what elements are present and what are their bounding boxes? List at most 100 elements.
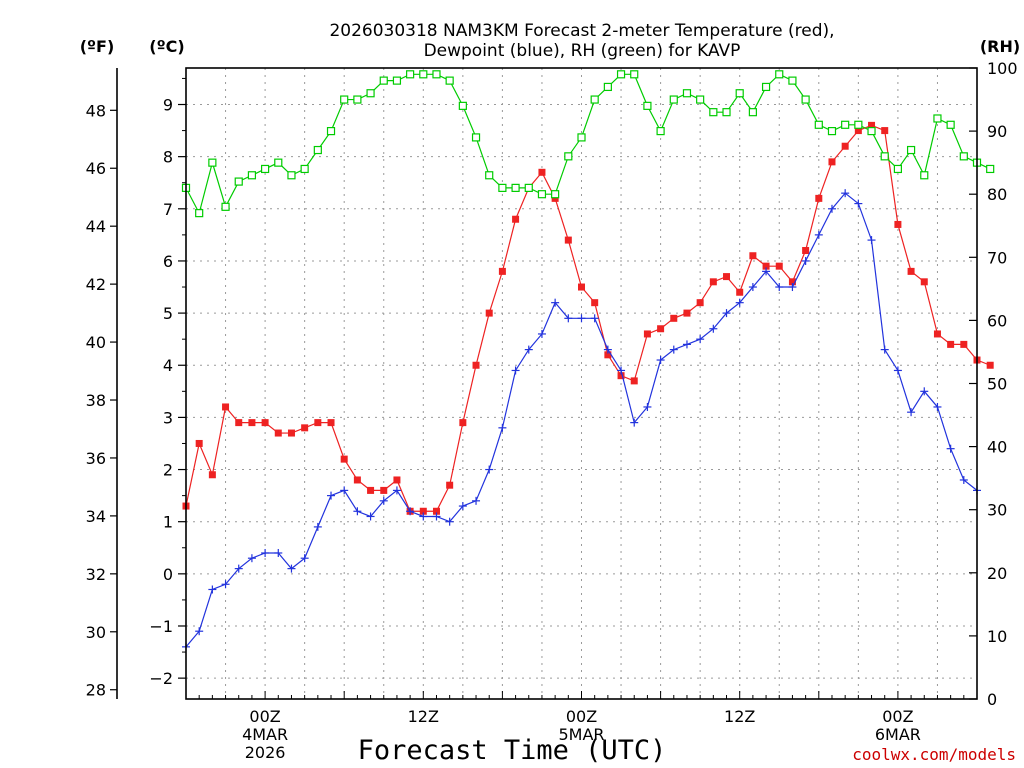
temperature-point <box>736 288 744 296</box>
rh-point <box>247 171 257 180</box>
rh-point <box>788 76 797 85</box>
dewpoint-point <box>472 496 481 505</box>
dewpoint-point <box>893 366 902 375</box>
temperature-point <box>854 127 862 135</box>
celsius-tick-label: 6 <box>163 252 173 271</box>
fahrenheit-tick-label: 30 <box>86 623 106 642</box>
dewpoint-point <box>735 298 744 307</box>
x-tick-label: 5MAR <box>558 725 604 744</box>
rh-tick-label: 40 <box>987 438 1007 457</box>
temperature-point <box>920 278 928 286</box>
rh-point <box>419 70 428 79</box>
rh-tick-label: 70 <box>987 248 1007 267</box>
dewpoint-point <box>208 585 217 594</box>
celsius-tick-label: 4 <box>163 356 173 375</box>
rh-point <box>458 101 467 110</box>
rh-point <box>221 202 230 211</box>
dewpoint-point <box>458 502 467 511</box>
dewpoint-point <box>577 314 586 323</box>
rh-point <box>696 95 705 104</box>
rh-point <box>814 120 823 129</box>
dewpoint-point <box>880 345 889 354</box>
temperature-point <box>788 278 796 286</box>
dewpoint-point <box>630 418 639 427</box>
rh-point <box>577 133 586 142</box>
dewpoint-point <box>946 444 955 453</box>
rh-point <box>195 209 204 218</box>
rh-point <box>986 164 995 174</box>
temperature-point <box>301 424 309 432</box>
x-tick-label: 12Z <box>408 707 439 726</box>
chart-title-line1: 2026030318 NAM3KM Forecast 2-meter Tempe… <box>329 21 834 41</box>
dewpoint-point <box>841 189 850 198</box>
x-tick-label: 6MAR <box>875 725 921 744</box>
temperature-point <box>485 309 493 317</box>
temperature-point <box>195 439 203 447</box>
rh-point <box>761 82 771 92</box>
dewpoint-point <box>920 387 929 396</box>
dewpoint-point <box>933 402 942 411</box>
x-tick-label: 00Z <box>882 707 913 726</box>
temperature-point <box>894 220 902 228</box>
rh-point <box>274 158 283 167</box>
x-tick-label: 2026 <box>245 743 286 762</box>
fahrenheit-tick-label: 48 <box>86 101 106 120</box>
temperature-point <box>617 372 625 380</box>
rh-point <box>841 120 850 129</box>
dewpoint-point <box>656 356 665 365</box>
dewpoint-point <box>419 512 428 521</box>
temperature-point <box>340 455 348 463</box>
temperature-point <box>591 299 599 307</box>
temperature-point <box>696 299 704 307</box>
temperature-point <box>749 252 757 260</box>
dewpoint-point <box>432 512 441 521</box>
dewpoint-point <box>669 345 678 354</box>
temperature-point <box>841 142 849 150</box>
temperature-point <box>235 419 243 427</box>
temperature-point <box>683 309 691 317</box>
dewpoint-point <box>353 507 362 516</box>
temperature-point <box>947 340 955 348</box>
chart-title-line2: Dewpoint (blue), RH (green) for KAVP <box>424 41 741 61</box>
temperature-point <box>564 236 572 244</box>
rh-point <box>682 89 692 98</box>
dewpoint-point <box>366 512 375 521</box>
dewpoint-point <box>682 340 691 349</box>
fahrenheit-tick-label: 44 <box>86 217 106 236</box>
temperature-point <box>261 419 269 427</box>
temperature-point <box>380 486 388 494</box>
fahrenheit-tick-label: 28 <box>86 681 106 700</box>
rh-point <box>854 120 863 129</box>
dewpoint-point <box>261 548 270 557</box>
dewpoint-point <box>406 507 415 516</box>
rh-point <box>616 70 626 79</box>
temperature-point <box>248 419 256 427</box>
rh-point <box>537 190 547 199</box>
rh-point <box>630 70 639 79</box>
dewpoint-point <box>485 465 494 474</box>
rh-point <box>656 126 665 136</box>
temperature-point <box>459 419 467 427</box>
temperature-point <box>630 377 638 385</box>
temperature-point <box>287 429 295 437</box>
temperature-point <box>960 340 968 348</box>
dewpoint-point <box>511 366 520 375</box>
celsius-tick-label: 3 <box>163 408 173 427</box>
temperature-point <box>314 419 322 427</box>
rh-point <box>827 126 837 136</box>
rh-point <box>498 183 507 192</box>
rh-point <box>801 95 810 104</box>
rh-point <box>748 108 757 117</box>
rh-tick-label: 100 <box>987 59 1018 78</box>
fahrenheit-tick-label: 46 <box>86 159 106 178</box>
dewpoint-point <box>709 324 718 333</box>
temperature-point <box>881 127 889 135</box>
rh-point <box>445 76 454 85</box>
dewpoint-point <box>392 486 401 495</box>
celsius-tick-label: 7 <box>163 200 173 219</box>
temperature-point <box>538 168 546 176</box>
dewpoint-point <box>762 267 771 276</box>
series-layer <box>181 70 995 651</box>
rh-point <box>353 95 362 104</box>
